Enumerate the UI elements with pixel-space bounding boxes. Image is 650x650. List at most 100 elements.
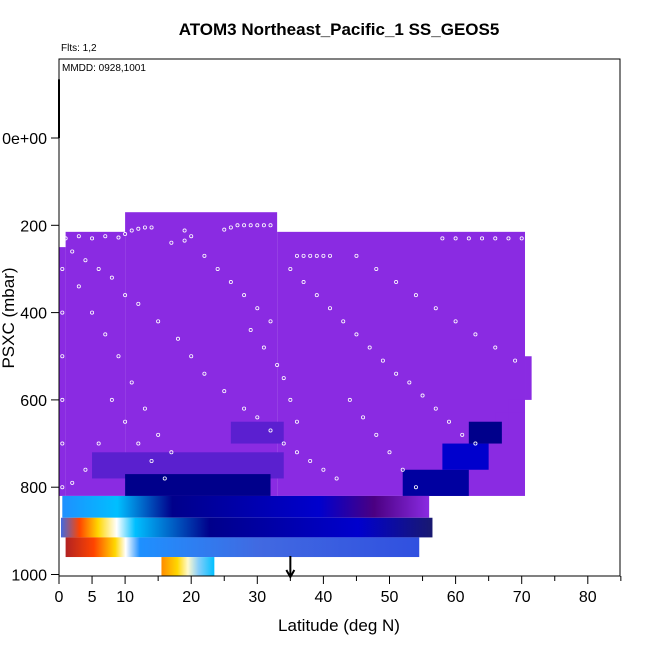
track-point xyxy=(281,376,286,381)
track-point xyxy=(294,253,299,258)
track-point xyxy=(420,393,425,398)
x-tick-label: 70 xyxy=(513,589,531,606)
track-point xyxy=(301,253,306,258)
track-point xyxy=(83,258,88,263)
track-point xyxy=(103,332,108,337)
track-point xyxy=(242,406,247,411)
track-point xyxy=(328,306,333,311)
track-point xyxy=(76,284,81,289)
x-tick-label: 60 xyxy=(447,589,465,606)
band-3 xyxy=(161,557,215,576)
x-tick-label: 40 xyxy=(315,589,333,606)
track-point xyxy=(446,419,451,424)
track-point xyxy=(433,306,438,311)
y-axis-title: PSXC (mbar) xyxy=(0,267,18,368)
track-point xyxy=(96,266,101,271)
flights-label: Flts: 1,2 xyxy=(61,43,97,54)
track-point xyxy=(268,319,273,324)
track-point xyxy=(136,226,141,231)
track-point xyxy=(433,406,438,411)
track-point xyxy=(394,371,399,376)
track-point xyxy=(60,266,65,271)
track-point xyxy=(182,238,187,243)
track-point xyxy=(519,236,524,241)
track-point xyxy=(453,319,458,324)
track-point xyxy=(235,223,240,228)
track-point xyxy=(493,236,498,241)
track-point xyxy=(347,397,352,402)
track-point xyxy=(473,441,478,446)
track-point xyxy=(281,441,286,446)
track-point xyxy=(328,253,333,258)
track-point xyxy=(129,228,134,233)
band-2 xyxy=(65,537,420,558)
x-tick-label: 50 xyxy=(381,589,399,606)
track-point xyxy=(255,415,260,420)
track-point xyxy=(60,310,65,315)
track-point xyxy=(136,301,141,306)
track-point xyxy=(70,249,75,254)
track-point xyxy=(76,234,81,239)
track-point xyxy=(407,380,412,385)
track-point xyxy=(288,266,293,271)
band-0 xyxy=(62,495,430,518)
track-point xyxy=(60,441,65,446)
track-point xyxy=(169,240,174,245)
track-point xyxy=(189,354,194,359)
mid-block-4 xyxy=(442,443,489,470)
x-tick-label: 80 xyxy=(579,589,597,606)
track-point xyxy=(109,275,114,280)
track-point xyxy=(321,467,326,472)
track-point xyxy=(354,253,359,258)
date-annotation: MMDD: 0928,1001 xyxy=(62,63,146,74)
track-point xyxy=(248,328,253,333)
track-point xyxy=(334,476,339,481)
track-point xyxy=(374,266,379,271)
track-point xyxy=(294,450,299,455)
track-point xyxy=(175,336,180,341)
track-point xyxy=(136,441,141,446)
track-point xyxy=(116,354,121,359)
track-point xyxy=(268,223,273,228)
track-point xyxy=(129,380,134,385)
track-point xyxy=(513,358,518,363)
track-point xyxy=(413,293,418,298)
track-point xyxy=(275,362,280,367)
track-point xyxy=(60,485,65,490)
track-point xyxy=(215,266,220,271)
track-point xyxy=(268,428,273,433)
track-point xyxy=(90,310,95,315)
track-point xyxy=(321,253,326,258)
track-point xyxy=(83,467,88,472)
track-point xyxy=(308,253,313,258)
track-point xyxy=(149,225,154,230)
track-point xyxy=(255,306,260,311)
track-point xyxy=(314,293,319,298)
track-point xyxy=(103,234,108,239)
track-point xyxy=(156,432,161,437)
track-point xyxy=(466,236,471,241)
y-tick-label: 1000 xyxy=(11,568,47,585)
track-point xyxy=(367,345,372,350)
track-point xyxy=(60,354,65,359)
track-point xyxy=(314,253,319,258)
chart-title: ATOM3 Northeast_Pacific_1 SS_GEOS5 xyxy=(179,20,500,39)
track-point xyxy=(60,397,65,402)
track-point xyxy=(149,459,154,464)
track-point xyxy=(63,236,68,241)
track-point xyxy=(460,432,465,437)
field-cell-2 xyxy=(125,212,278,496)
mid-block-5 xyxy=(468,421,502,444)
track-point xyxy=(202,253,207,258)
x-tick-label: 30 xyxy=(248,589,266,606)
track-point xyxy=(189,234,194,239)
track-point xyxy=(162,476,167,481)
track-point xyxy=(123,293,128,298)
y-tick-label: 400 xyxy=(20,306,47,323)
field-cell-4 xyxy=(525,356,532,400)
x-tick-label: 10 xyxy=(116,589,134,606)
track-point xyxy=(182,228,187,233)
band-1 xyxy=(60,517,433,538)
track-point xyxy=(394,280,399,285)
track-point xyxy=(90,236,95,241)
